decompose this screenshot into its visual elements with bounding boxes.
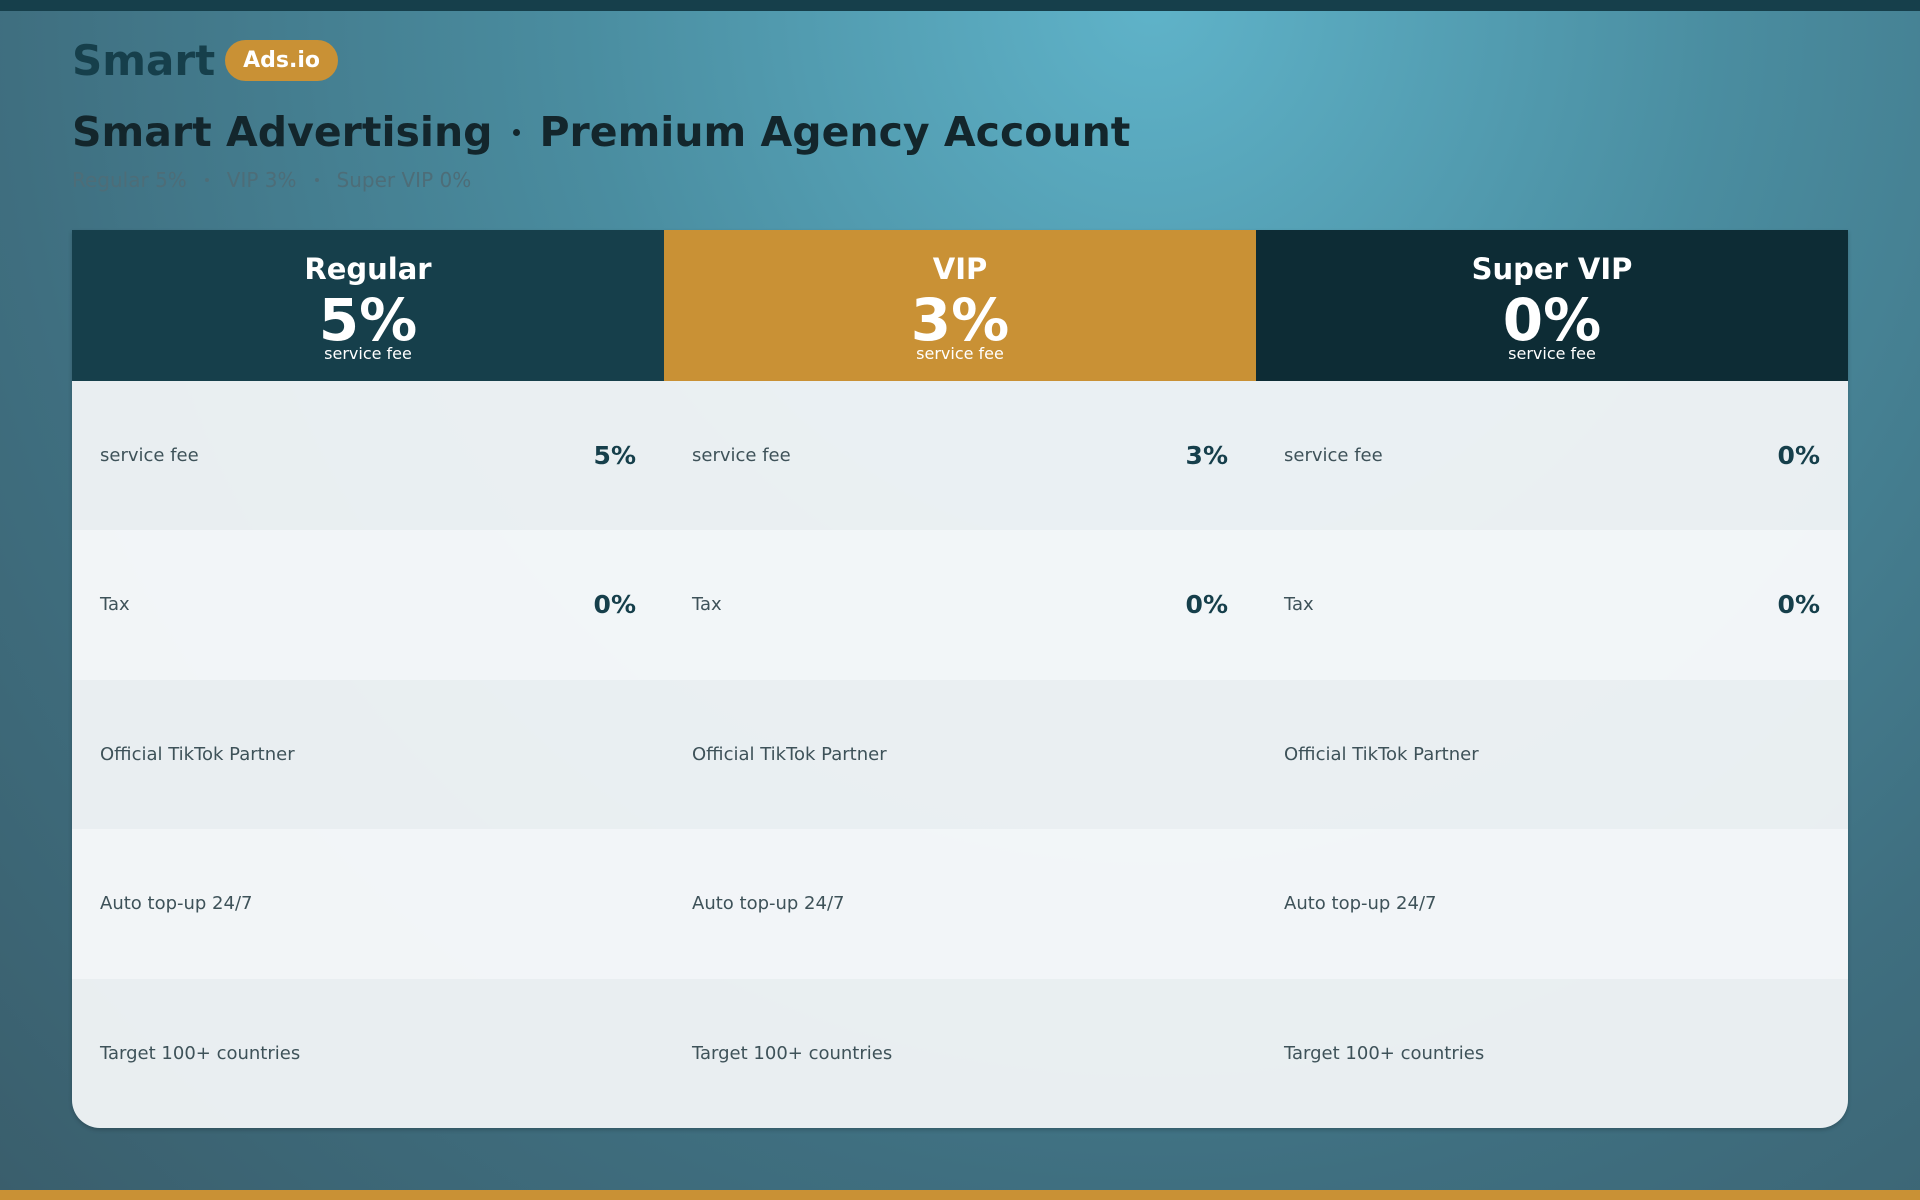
row-label: Tax: [692, 594, 722, 616]
row-label: service fee: [1284, 444, 1383, 466]
title-part: Smart Advertising: [72, 108, 493, 156]
plan-fee: 0%: [1502, 286, 1602, 354]
separator-dot: [204, 178, 209, 182]
plan-header: Super VIP 0% service fee: [1256, 230, 1848, 381]
plan-name: Regular: [304, 252, 432, 286]
plan-column: VIP 3% service fee service fee 3% Tax 0% Offici…: [664, 230, 1256, 1128]
plan-row: Official TikTok Partner: [1256, 679, 1848, 829]
row-value: 0%: [593, 590, 636, 620]
page-subtitle: Regular 5% VIP 3% Super VIP 0%: [72, 168, 471, 192]
top-bar: [0, 0, 1920, 11]
subtitle-item: VIP 3%: [226, 168, 297, 192]
row-label: Target 100+ countries: [692, 1042, 893, 1064]
plan-row: Tax 0%: [664, 530, 1256, 680]
plan-column: Super VIP 0% service fee service fee 0% Tax 0%…: [1256, 230, 1848, 1128]
pricing-table: Regular 5% service fee service fee 5% Tax 0% Of…: [72, 230, 1848, 1128]
row-label: Target 100+ countries: [100, 1042, 301, 1064]
brand-badge: Ads.io: [225, 40, 339, 81]
plan-row: Tax 0%: [72, 530, 664, 680]
plan-row: Auto top-up 24/7: [72, 829, 664, 979]
row-label: service fee: [100, 444, 199, 466]
row-label: Official TikTok Partner: [1284, 743, 1479, 765]
plan-row: Target 100+ countries: [1256, 978, 1848, 1128]
separator-dot: [512, 128, 520, 136]
plan-column: Regular 5% service fee service fee 5% Tax 0% Of…: [72, 230, 664, 1128]
plan-row: Target 100+ countries: [72, 978, 664, 1128]
plan-fee-label: service fee: [324, 344, 412, 363]
plan-row: Auto top-up 24/7: [664, 829, 1256, 979]
row-label: Tax: [100, 594, 130, 616]
row-label: Tax: [1284, 594, 1314, 616]
plan-fee-label: service fee: [916, 344, 1004, 363]
plan-row: Auto top-up 24/7: [1256, 829, 1848, 979]
plan-name: VIP: [932, 252, 988, 286]
row-label: Official TikTok Partner: [100, 743, 295, 765]
plan-fee: 5%: [318, 286, 418, 354]
plan-fee: 3%: [910, 286, 1010, 354]
logo: Smart Ads.io: [72, 36, 339, 85]
row-label: Auto top-up 24/7: [100, 893, 253, 915]
subtitle-item: Regular 5%: [72, 168, 187, 192]
row-label: Target 100+ countries: [1284, 1042, 1485, 1064]
plan-row: Target 100+ countries: [664, 978, 1256, 1128]
row-value: 0%: [1777, 590, 1820, 620]
separator-dot: [314, 178, 319, 182]
row-label: Auto top-up 24/7: [1284, 893, 1437, 915]
brand: Smart: [72, 36, 216, 85]
bottom-bar: [0, 1190, 1920, 1200]
row-value: 5%: [593, 440, 636, 470]
row-label: Official TikTok Partner: [692, 743, 887, 765]
plan-row: service fee 0%: [1256, 380, 1848, 530]
plan-row: Official TikTok Partner: [72, 679, 664, 829]
subtitle-item: Super VIP 0%: [336, 168, 472, 192]
plan-row: Tax 0%: [1256, 530, 1848, 680]
row-value: 0%: [1185, 590, 1228, 620]
plan-name: Super VIP: [1471, 252, 1633, 286]
plan-row: service fee 5%: [72, 380, 664, 530]
plan-header: Regular 5% service fee: [72, 230, 664, 381]
plan-row: Official TikTok Partner: [664, 679, 1256, 829]
plan-row: service fee 3%: [664, 380, 1256, 530]
row-value: 0%: [1777, 440, 1820, 470]
title-part: Premium Agency Account: [539, 108, 1131, 156]
row-value: 3%: [1185, 440, 1228, 470]
page-title: Smart Advertising Premium Agency Account: [72, 108, 1130, 156]
row-label: Auto top-up 24/7: [692, 893, 845, 915]
plan-header: VIP 3% service fee: [664, 230, 1256, 381]
plan-fee-label: service fee: [1508, 344, 1596, 363]
row-label: service fee: [692, 444, 791, 466]
